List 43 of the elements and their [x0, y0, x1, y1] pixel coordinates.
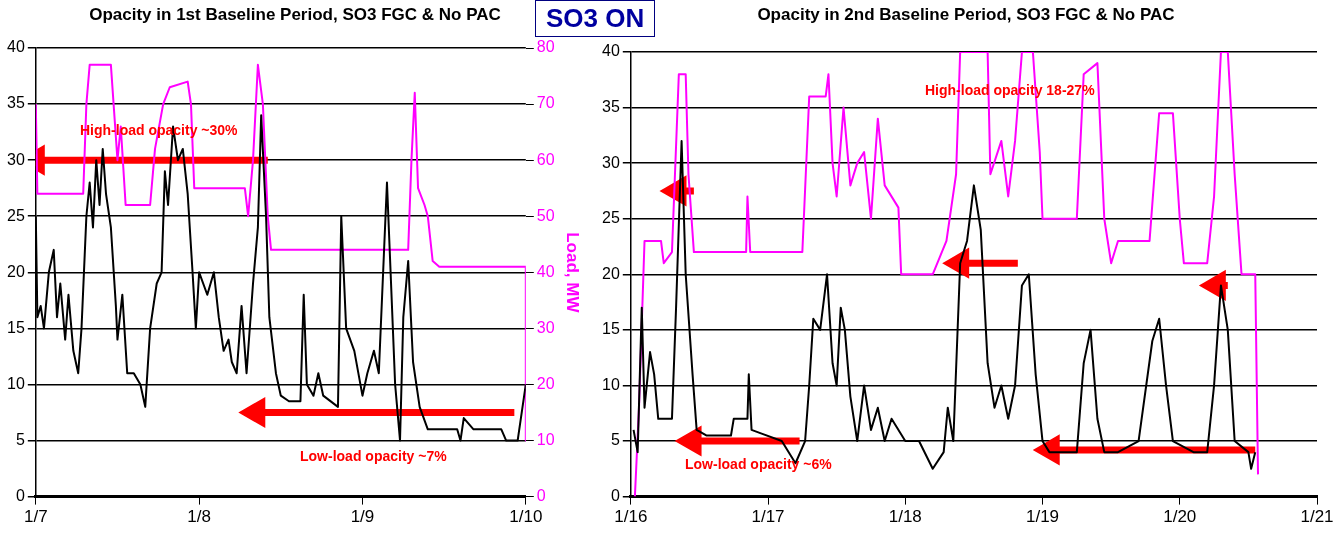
x-tick-label: 1/7 — [23, 507, 48, 527]
y-tick-label: 15 — [7, 318, 25, 336]
y2-tick-label: 60 — [536, 150, 555, 168]
y-tick-label: 25 — [602, 209, 620, 227]
x-tick-label: 1/10 — [509, 507, 543, 527]
y2-tick-label: 30 — [536, 318, 555, 336]
y2-tick-label: 70 — [536, 94, 555, 112]
annotation: Low-load opacity ~7% — [300, 448, 447, 464]
y-tick-label: 40 — [7, 38, 25, 56]
y2-tick-label: 10 — [536, 430, 555, 448]
y-tick-label: 0 — [15, 487, 25, 505]
x-tick-label: 1/17 — [751, 507, 785, 527]
chart-title: Opacity in 1st Baseline Period, SO3 FGC & No PAC — [89, 5, 501, 24]
x-tick-label: 1/19 — [1025, 507, 1060, 527]
y-tick-label: 5 — [610, 431, 620, 449]
y2-tick-label: 50 — [536, 206, 555, 224]
y2-tick-label: 0 — [536, 487, 546, 505]
y-tick-label: 40 — [602, 42, 620, 60]
y-tick-label: 20 — [7, 262, 25, 280]
x-tick-label: 1/21 — [1300, 507, 1334, 527]
y2-tick-label: 80 — [536, 38, 555, 56]
x-tick-label: 1/18 — [888, 507, 922, 527]
y-tick-label: 15 — [602, 320, 620, 338]
y2-axis-title: Load, MW — [563, 232, 583, 314]
text: SO3 ON — [535, 0, 656, 37]
y-tick-label: 35 — [602, 97, 620, 115]
y-tick-label: 10 — [602, 375, 620, 393]
y2-tick-label: 20 — [536, 374, 555, 392]
y2-tick-label: 40 — [536, 262, 555, 280]
x-tick-label: 1/16 — [614, 507, 648, 527]
y-tick-label: 30 — [7, 150, 25, 168]
annotation: Low-load opacity ~6% — [685, 456, 832, 472]
y-tick-label: 30 — [602, 153, 620, 171]
chart-title: Opacity in 2nd Baseline Period, SO3 FGC & No PAC — [757, 5, 1175, 24]
y-tick-label: 5 — [15, 430, 25, 448]
x-tick-label: 1/9 — [350, 507, 375, 527]
x-tick-label: 1/8 — [187, 507, 211, 527]
y-tick-label: 0 — [610, 487, 620, 505]
y-tick-label: 25 — [7, 206, 25, 224]
x-tick-label: 1/20 — [1163, 507, 1197, 527]
y-tick-label: 20 — [602, 264, 620, 282]
y-tick-label: 35 — [7, 94, 25, 112]
y-tick-label: 10 — [7, 374, 25, 392]
